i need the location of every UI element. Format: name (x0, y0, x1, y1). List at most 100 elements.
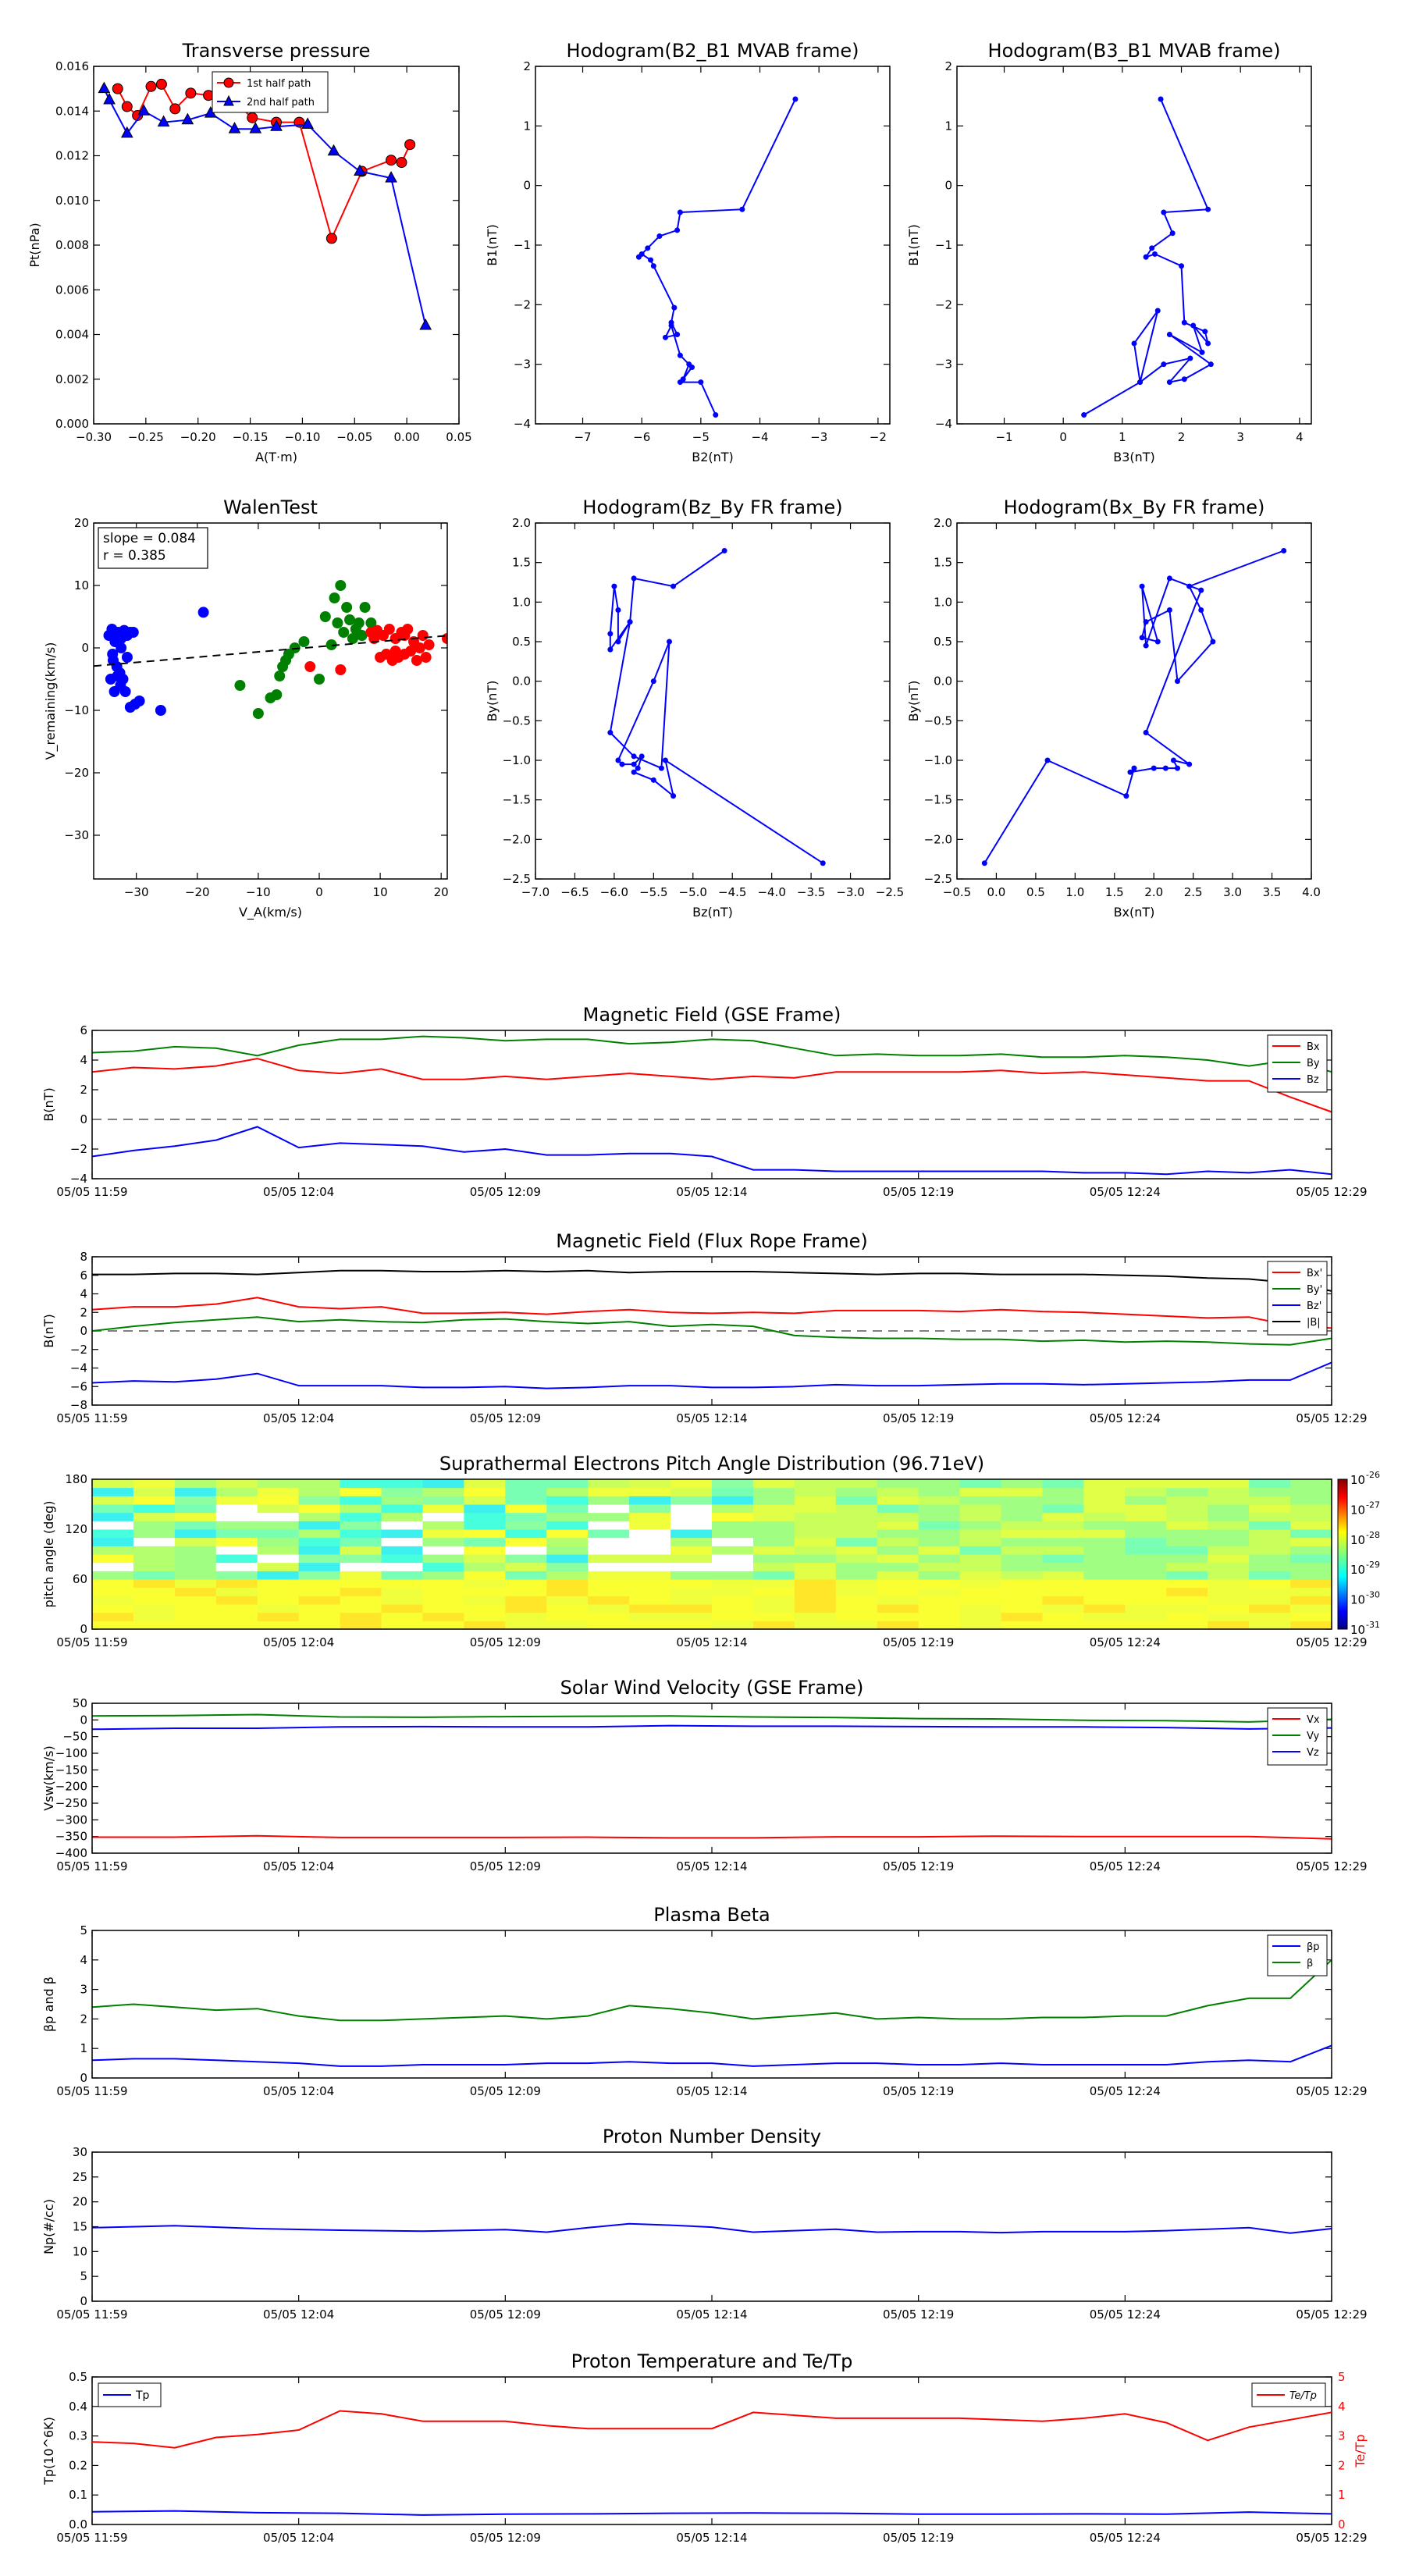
x-tick-label: 05/05 12:14 (676, 1635, 747, 1649)
y-tick-label: 2 (523, 59, 531, 73)
heatmap-cell (629, 1621, 671, 1630)
heatmap-cell (298, 1587, 341, 1596)
data-point (1166, 332, 1172, 337)
data-point (327, 144, 340, 156)
heatmap-cell (92, 1554, 134, 1564)
heatmap-cell (752, 1587, 795, 1596)
y-tick-label: 0 (81, 641, 89, 655)
heatmap-cell (712, 1479, 754, 1489)
data-point (1154, 308, 1161, 314)
y-tick-label: −1.0 (503, 753, 531, 767)
data-point (611, 583, 617, 589)
data-point (359, 602, 371, 613)
x-tick-label: 05/05 12:24 (1090, 1635, 1161, 1649)
y-tick-label: −2 (70, 1343, 87, 1357)
heatmap-cell (546, 1487, 589, 1496)
heatmap-cell (712, 1596, 754, 1605)
heatmap-cell (670, 1596, 713, 1605)
heatmap-cell (1249, 1612, 1291, 1621)
data-point (119, 686, 131, 697)
heatmap-cell (381, 1571, 423, 1580)
heatmap-cell (1083, 1579, 1126, 1589)
heatmap-cell (1083, 1504, 1126, 1514)
plot-frame (93, 66, 460, 425)
heatmap-cell (381, 1504, 423, 1514)
heatmap-cell (752, 1487, 795, 1496)
heatmap-cell (1125, 1612, 1167, 1621)
heatmap-cell (1208, 1596, 1250, 1605)
heatmap-cell (712, 1612, 754, 1621)
x-tick-label: −4 (751, 430, 768, 444)
x-tick-label: 05/05 12:09 (470, 2084, 541, 2098)
chart-mag_gse: Magnetic Field (GSE Frame) 05/05 11:59 05/… (41, 1004, 1368, 1199)
y-tick-label: −300 (55, 1813, 87, 1827)
x-tick-label: −0.15 (233, 430, 269, 444)
heatmap-cell (215, 1479, 258, 1489)
data-point (112, 671, 123, 681)
x-tick-label: 05/05 12:14 (676, 1411, 747, 1425)
heatmap-cell (92, 1496, 134, 1505)
heatmap-cell (877, 1537, 919, 1546)
heatmap-cell (959, 1521, 1002, 1530)
legend-label: Vz (1307, 1747, 1319, 1759)
heatmap-cell (215, 1529, 258, 1539)
data-point (197, 607, 209, 618)
x-tick-label: 05/05 11:59 (56, 2307, 127, 2322)
x-tick-label: 05/05 12:14 (676, 1859, 747, 1873)
data-point (133, 696, 145, 706)
chart-np: Proton Number Density 05/05 11:59 05/05 12… (41, 2126, 1368, 2322)
heatmap-cell (215, 1546, 258, 1555)
heatmap-cell (588, 1554, 630, 1564)
colorbar-label: 10 (1350, 1623, 1365, 1637)
y-tick-label: 2.0 (934, 516, 952, 530)
heatmap-cell (1042, 1546, 1084, 1555)
heatmap-cell (464, 1546, 506, 1555)
heatmap-cell (959, 1496, 1002, 1505)
y-tick-label: 0.016 (55, 59, 89, 73)
heatmap-cell (752, 1562, 795, 1571)
heatmap-cell (670, 1554, 713, 1564)
heatmap-cell (670, 1621, 713, 1630)
y-tick-label: −6 (70, 1379, 87, 1393)
heatmap-cell (133, 1521, 176, 1530)
heatmap-cell (257, 1537, 300, 1546)
colorbar-exponent: -26 (1366, 1470, 1380, 1480)
y-tick-label: 6 (80, 1023, 87, 1037)
y-tick-label: 1 (523, 119, 531, 133)
heatmap-cell (588, 1512, 630, 1521)
chart-h2: Hodogram(B3_B1 MVAB frame) −1 0 1 2 3 4 −4 −3 −2 −… (906, 40, 1312, 464)
data-point (405, 646, 417, 656)
data-point (103, 92, 116, 105)
heatmap-cell (1249, 1554, 1291, 1564)
heatmap-cell (133, 1529, 176, 1539)
y-tick-label: 0 (80, 1324, 87, 1338)
heatmap-cell (298, 1537, 341, 1546)
data-point (112, 83, 123, 94)
colorbar-exponent: -31 (1366, 1620, 1380, 1630)
data-point (674, 332, 681, 337)
y-tick-label: 2.0 (512, 516, 531, 530)
x-tick-label: −5.5 (639, 885, 667, 899)
heatmap-cell (422, 1562, 464, 1571)
data-point (353, 617, 365, 628)
data-point (289, 642, 301, 653)
heatmap-cell (381, 1587, 423, 1596)
heatmap-cell (422, 1554, 464, 1564)
heatmap-cell (712, 1571, 754, 1580)
series-line-1 (91, 2222, 1332, 2234)
data-point (1169, 230, 1176, 237)
heatmap-cell (794, 1521, 837, 1530)
annotation-text: r = 0.385 (103, 548, 166, 564)
heatmap-cell (1166, 1512, 1208, 1521)
data-point (228, 122, 241, 133)
heatmap-cell (1208, 1571, 1250, 1580)
heatmap-cell (1208, 1562, 1250, 1571)
heatmap-cell (877, 1529, 919, 1539)
heatmap-cell (1001, 1521, 1043, 1530)
series-line-right (91, 2410, 1332, 2449)
y-tick-label: 0 (80, 2071, 87, 2085)
heatmap-cell (959, 1512, 1002, 1521)
hodogram-line (609, 550, 823, 864)
heatmap-cell (1125, 1554, 1167, 1564)
heatmap-cell (794, 1571, 837, 1580)
